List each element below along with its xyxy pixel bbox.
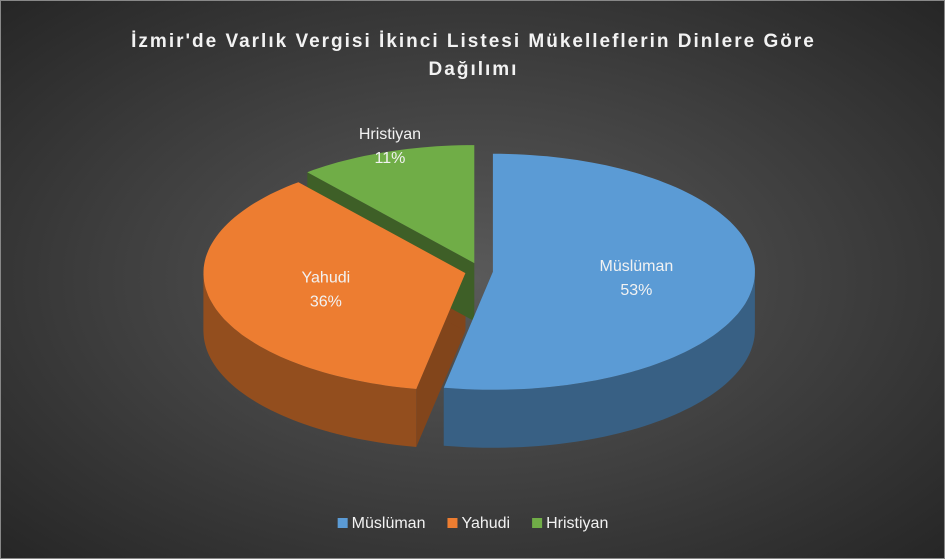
- legend-label: Hristiyan: [546, 515, 608, 532]
- data-label: 36%: [310, 293, 342, 310]
- data-label-name: Hristiyan: [359, 126, 421, 143]
- legend-swatch: [337, 518, 348, 528]
- legend-label: Yahudi: [461, 515, 510, 532]
- data-label: 53%: [620, 282, 652, 299]
- legend-swatch: [532, 518, 543, 528]
- chart-title: İzmir'de Varlık Vergisi İkinci Listesi M…: [131, 31, 816, 80]
- slice-side: [443, 271, 755, 448]
- legend-label: Müslüman: [352, 515, 426, 532]
- legend-swatch: [447, 518, 458, 528]
- data-label-name: Yahudi: [302, 269, 351, 286]
- data-label: 11%: [375, 150, 406, 167]
- slice: [443, 153, 755, 390]
- slice-side: [203, 273, 417, 447]
- data-label-name: Müslüman: [599, 258, 673, 275]
- slice: [203, 182, 466, 389]
- slice: [307, 145, 475, 264]
